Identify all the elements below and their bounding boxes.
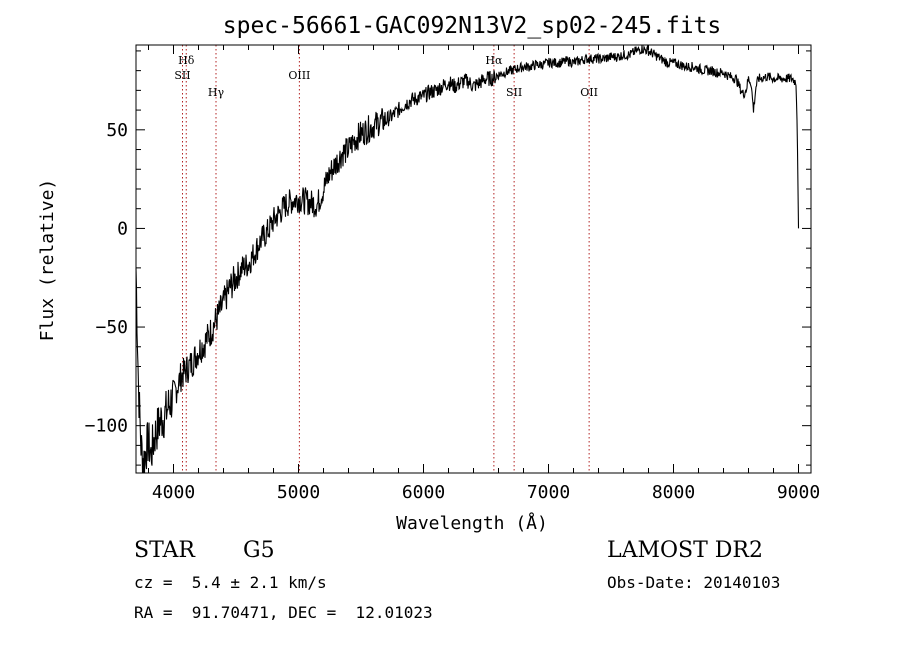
y-tick-label: −100 bbox=[85, 416, 128, 437]
x-tick-label: 7000 bbox=[527, 482, 570, 503]
x-tick-label: 5000 bbox=[277, 482, 320, 503]
line-marker-label: Hα bbox=[485, 54, 503, 67]
spectrum-line bbox=[135, 44, 800, 474]
object-subclass: G5 bbox=[243, 538, 275, 563]
plot-area: 4000 5000 6000 7000 8000 9000 −100 −50 0 50 Hδ SII H… bbox=[85, 44, 820, 503]
line-marker-label: SII bbox=[506, 86, 522, 99]
x-axis-label: Wavelength (Å) bbox=[396, 512, 548, 534]
survey-name: LAMOST DR2 bbox=[607, 538, 763, 563]
y-tick-label: −50 bbox=[95, 317, 128, 338]
x-tick-label: 9000 bbox=[777, 482, 820, 503]
x-tick-label: 6000 bbox=[402, 482, 445, 503]
line-marker-label: OIII bbox=[288, 69, 310, 82]
redshift-text: cz = 5.4 ± 2.1 km/s bbox=[134, 573, 327, 592]
plot-frame bbox=[135, 44, 812, 474]
y-tick-label: 0 bbox=[117, 218, 128, 239]
line-marker-label: SII bbox=[174, 69, 190, 82]
x-tick-label: 4000 bbox=[152, 482, 195, 503]
spectrum-chart: spec-56661-GAC092N13V2_sp02-245.fits 400… bbox=[37, 13, 820, 534]
line-marker-label: Hγ bbox=[208, 86, 225, 99]
line-marker-label: OII bbox=[580, 86, 598, 99]
chart-title: spec-56661-GAC092N13V2_sp02-245.fits bbox=[223, 13, 722, 39]
object-class: STAR bbox=[134, 538, 195, 563]
x-tick-label: 8000 bbox=[652, 482, 695, 503]
y-axis-label: Flux (relative) bbox=[37, 179, 58, 342]
line-marker-label: Hδ bbox=[178, 54, 195, 67]
y-tick-label: 50 bbox=[106, 120, 128, 141]
coordinates-text: RA = 91.70471, DEC = 12.01023 bbox=[134, 603, 433, 622]
observation-date: Obs-Date: 20140103 bbox=[607, 573, 781, 592]
